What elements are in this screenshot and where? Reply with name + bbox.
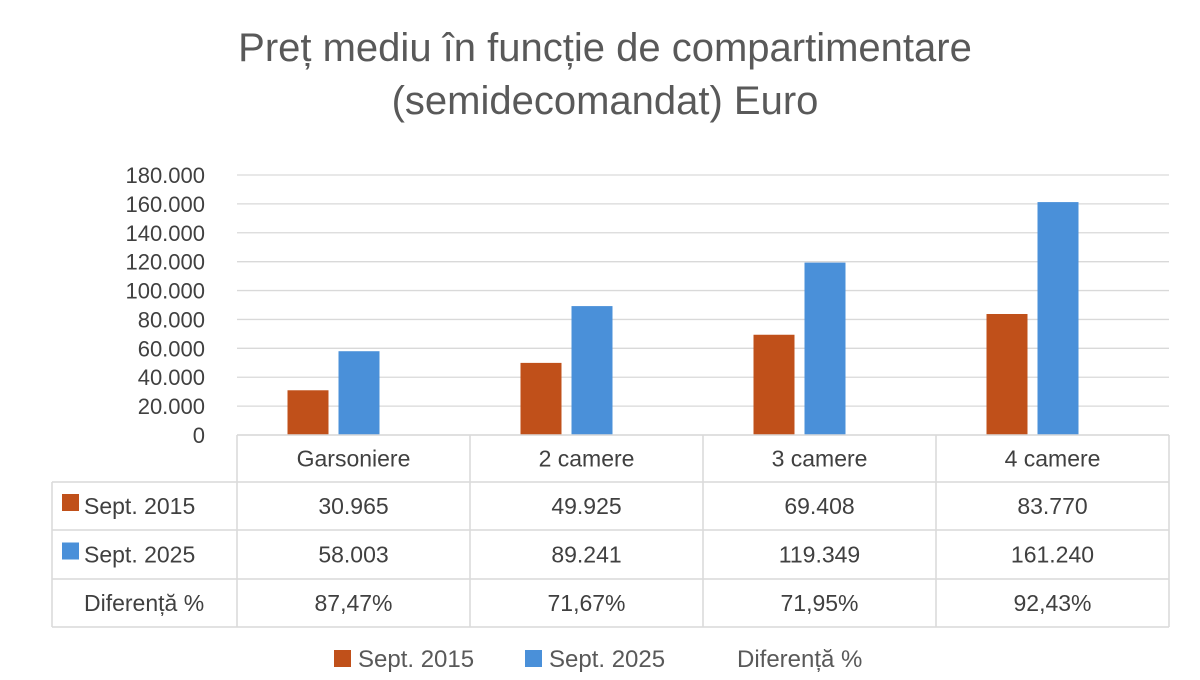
data-label: 87,47% [314,590,392,616]
data-label: 69.408 [784,493,854,519]
chart-title: Preț mediu în funcție de compartimentare… [0,22,1200,128]
y-tick-label: 160.000 [125,192,205,217]
y-tick-label: 180.000 [125,163,205,188]
legend-label: Diferență % [737,646,862,673]
data-label: 92,43% [1013,590,1091,616]
category-label: 4 camere [1005,446,1101,472]
chart-title-line-1: Preț mediu în funcție de compartimentare [238,26,972,70]
bar-sept-2015 [753,334,795,435]
data-label: 71,67% [547,590,625,616]
bar-sept-2015 [520,362,562,435]
data-table: Garsoniere 2 camere 3 camere 4 camere Sept. … [51,434,1170,628]
row-header: Sept. 2025 [84,542,195,568]
data-label: 30.965 [318,493,388,519]
bar-sept-2015 [287,390,329,435]
legend: Sept. 2015 Sept. 2025 Diferență % [334,646,862,673]
legend-key [62,542,79,560]
y-tick-label: 100.000 [125,279,205,304]
data-label: 58.003 [318,542,388,568]
y-tick-label: 140.000 [125,221,205,246]
y-tick-label: 20.000 [138,394,205,419]
bar-sept-2025 [804,262,846,435]
data-label: 71,95% [780,590,858,616]
legend-key [62,494,79,511]
data-label: 49.925 [551,493,621,519]
row-header: Diferență % [84,590,204,616]
bar-sept-2015 [986,313,1028,435]
y-tick-label: 80.000 [138,307,205,332]
category-label: Garsoniere [297,446,411,472]
legend-label: Sept. 2015 [358,646,474,673]
y-tick-label: 60.000 [138,336,205,361]
bar-sept-2025 [338,351,380,435]
y-tick-label: 0 [193,423,205,448]
legend-swatch [334,650,351,667]
y-tick-label: 120.000 [125,250,205,275]
legend-swatch [525,650,542,667]
y-tick-label: 40.000 [138,365,205,390]
category-label: 2 camere [539,446,635,472]
legend-label: Sept. 2025 [549,646,665,673]
y-axis-ticks: 0 20.000 40.000 60.000 80.000 100.000 120.000 1… [125,163,205,448]
data-label: 83.770 [1017,493,1087,519]
data-label: 89.241 [551,542,621,568]
data-label: 161.240 [1011,542,1094,568]
bars [287,202,1079,435]
row-header: Sept. 2015 [84,493,195,519]
bar-sept-2025 [1037,202,1079,435]
category-label: 3 camere [772,446,868,472]
bar-sept-2025 [571,306,613,435]
data-label: 119.349 [779,542,860,568]
chart-title-line-2: (semidecomandat) Euro [391,79,819,123]
